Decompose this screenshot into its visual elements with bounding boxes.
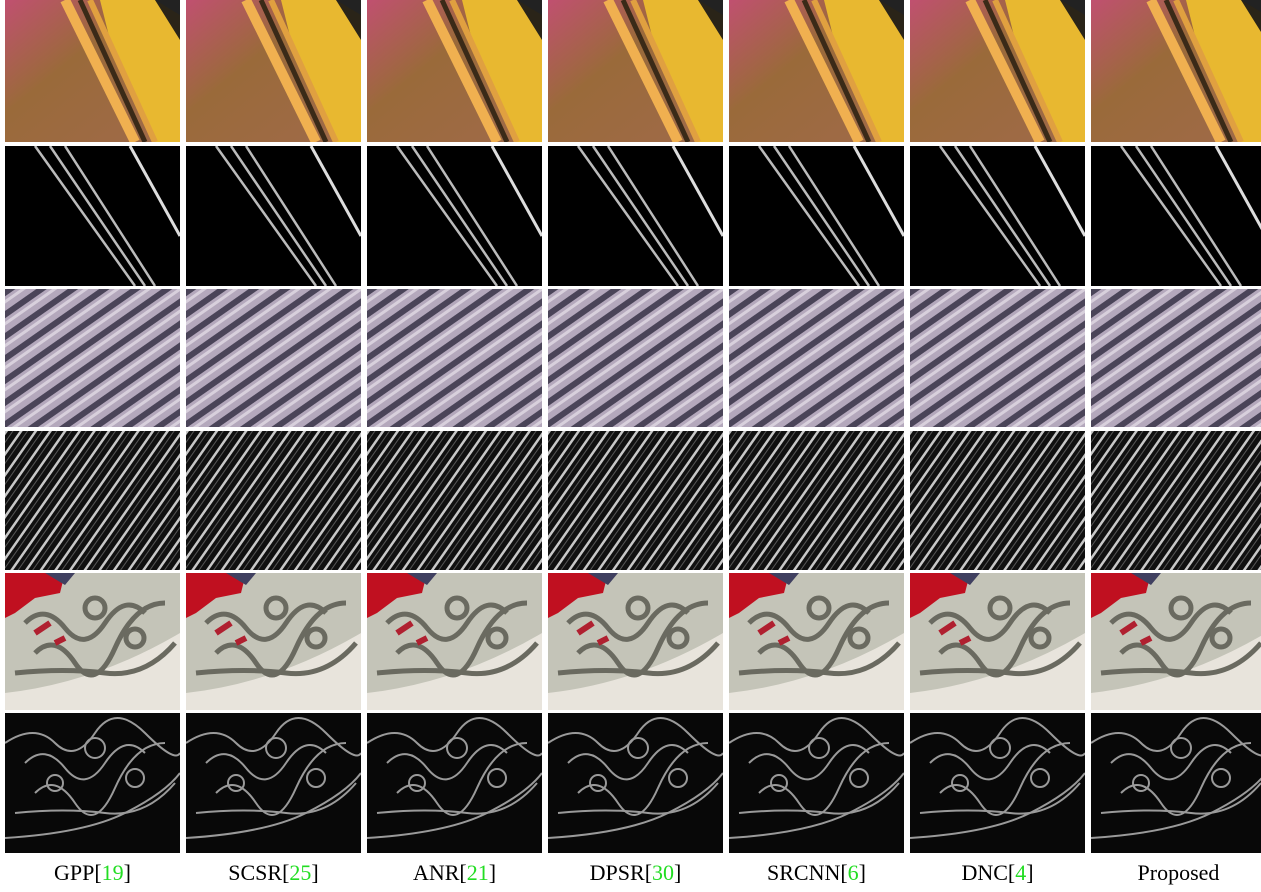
caption-text: SRCNN [767,860,840,885]
result-image [729,713,904,853]
caption-text: [ [459,860,466,885]
result-image [1091,289,1261,427]
citation: 21 [467,860,489,885]
citation: 25 [289,860,311,885]
result-image [5,146,180,286]
result-image [548,0,723,142]
result-image [186,573,361,710]
result-image [5,713,180,853]
result-image [5,431,180,570]
citation: 4 [1015,860,1026,885]
caption-text: ] [674,860,681,885]
result-image [910,431,1085,570]
caption-text: DNC [961,860,1007,885]
result-image [548,146,723,286]
result-image [910,713,1085,853]
result-image [729,146,904,286]
caption-text: ] [1026,860,1033,885]
result-image [186,289,361,427]
result-image [186,431,361,570]
result-image [186,146,361,286]
result-image [367,0,542,142]
result-image [910,146,1085,286]
result-image [729,289,904,427]
result-image [5,289,180,427]
citation: 19 [102,860,124,885]
result-image [1091,146,1261,286]
caption: Proposed [1091,860,1261,886]
result-image [910,573,1085,710]
result-image [5,573,180,710]
caption-text: ANR [413,860,459,885]
result-image [910,289,1085,427]
result-image [729,0,904,142]
result-image [367,431,542,570]
caption-text: ] [489,860,496,885]
result-image [367,146,542,286]
result-image [1091,713,1261,853]
caption-text: GPP [54,860,94,885]
caption: SCSR[25] [186,860,361,886]
citation: 30 [652,860,674,885]
result-image [910,0,1085,142]
caption: SRCNN[6] [729,860,904,886]
result-image [367,289,542,427]
result-image [1091,0,1261,142]
caption-text: ] [124,860,131,885]
result-image [1091,573,1261,710]
caption: GPP[19] [5,860,180,886]
result-image [367,713,542,853]
result-image [367,573,542,710]
result-image [548,289,723,427]
caption-text: SCSR [228,860,282,885]
result-image [548,573,723,710]
result-image [186,713,361,853]
caption: DPSR[30] [548,860,723,886]
caption: ANR[21] [367,860,542,886]
result-image [1091,431,1261,570]
result-image [548,431,723,570]
caption-text: [ [840,860,847,885]
result-image [186,0,361,142]
figure [0,0,1261,856]
caption-text: Proposed [1138,860,1220,885]
result-image [548,713,723,853]
caption-text: ] [859,860,866,885]
page: GPP[19]SCSR[25]ANR[21]DPSR[30]SRCNN[6]DN… [0,0,1261,892]
caption-text: ] [311,860,318,885]
caption-text: [ [645,860,652,885]
result-image [729,431,904,570]
caption: DNC[4] [910,860,1085,886]
result-image [5,0,180,142]
caption-text: [ [94,860,101,885]
result-image [729,573,904,710]
caption-text: DPSR [590,860,645,885]
citation: 6 [848,860,859,885]
